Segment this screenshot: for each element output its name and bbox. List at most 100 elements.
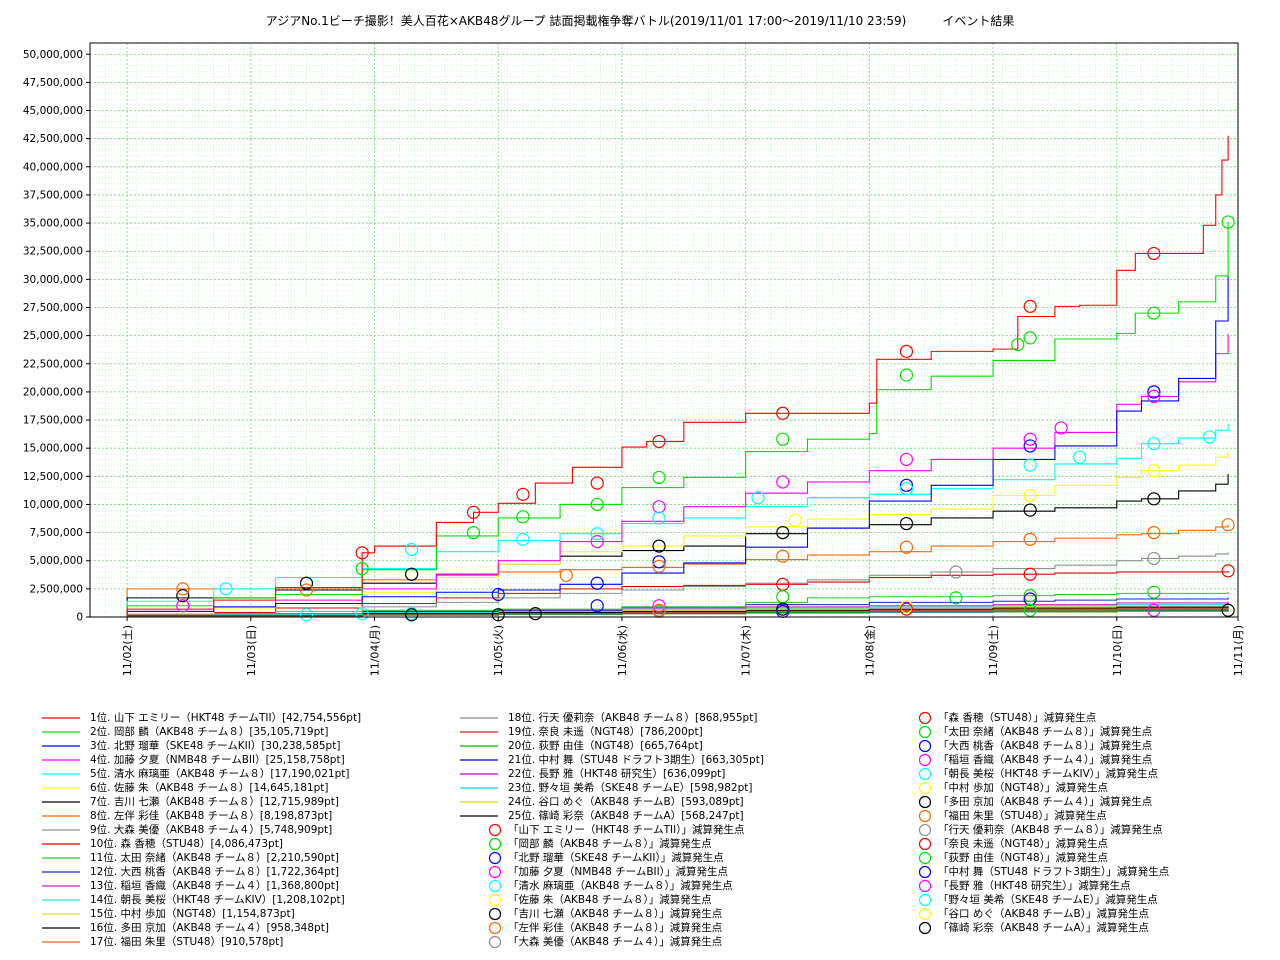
- y-tick-label: 37,500,000: [23, 189, 83, 201]
- legend-line-swatch: [42, 885, 80, 887]
- y-tick-label: 10,000,000: [23, 499, 83, 511]
- legend-label: 「森 香穂（STU48）」減算発生点: [938, 712, 1097, 724]
- reduction-marker: [899, 516, 914, 531]
- legend-label: 1位. 山下 エミリー（HKT48 チームTII）[42,754,556pt]: [90, 712, 362, 724]
- legend-circle: [918, 767, 932, 781]
- reduction-marker: [559, 568, 573, 582]
- legend-label: 「福田 朱里（STU48）」減算発生点: [938, 810, 1107, 822]
- x-tick-label: 11/09(土): [987, 625, 1000, 676]
- legend-circle-swatch: [918, 907, 932, 921]
- legend-circle-swatch: [918, 809, 932, 823]
- reduction-marker: [1147, 492, 1161, 506]
- legend-line-swatch: [460, 759, 498, 761]
- legend-circle: [918, 711, 932, 725]
- x-tick-label: 11/03(日): [245, 625, 258, 676]
- legend-label: 22位. 長野 雅（HKT48 研究生）[636,099pt]: [508, 768, 726, 780]
- y-tick-label: 35,000,000: [23, 218, 83, 230]
- reduction-marker: [1221, 564, 1235, 578]
- legend-circle: [918, 865, 932, 879]
- legend-label: 「中村 歩加（NGT48）」減算発生点: [938, 782, 1108, 794]
- legend-line-swatch: [42, 731, 80, 733]
- reduction-marker: [1147, 603, 1161, 617]
- reduction-marker: [1202, 430, 1217, 444]
- legend-line-swatch: [42, 773, 80, 775]
- legend-circle: [918, 795, 932, 809]
- legend-label: 「朝長 美桜（HKT48 チームKIV）」減算発生点: [938, 768, 1159, 780]
- reduction-marker: [1023, 603, 1037, 617]
- reduction-marker: [1023, 592, 1037, 606]
- legend-label: 4位. 加藤 夕夏（NMB48 チームBII）[25,158,758pt]: [90, 754, 345, 766]
- y-tick-label: 0: [76, 612, 83, 624]
- legend-circle: [918, 739, 932, 753]
- legend-circle: [918, 921, 932, 935]
- legend-circle-swatch: [918, 823, 932, 837]
- legend-circle: [488, 865, 502, 879]
- legend-label: 5位. 清水 麻璃亜（AKB48 チーム８）[17,190,021pt]: [90, 768, 350, 780]
- series-line: [90, 135, 1229, 618]
- reduction-marker: [776, 549, 790, 563]
- legend-label: 23位. 野々垣 美希（SKE48 チームE）[598,982pt]: [508, 782, 753, 794]
- reduction-marker: [1147, 437, 1161, 451]
- reduction-marker: [1147, 385, 1161, 399]
- reduction-marker: [405, 542, 419, 557]
- legend-circle-swatch: [488, 907, 502, 921]
- legend-line-swatch: [460, 801, 498, 803]
- reduction-marker: [899, 478, 914, 492]
- legend-circle: [488, 879, 502, 893]
- reduction-marker: [899, 368, 914, 382]
- reduction-marker: [1023, 331, 1037, 345]
- reduction-marker: [590, 527, 604, 541]
- legend-line-swatch: [42, 759, 80, 761]
- reduction-marker: [776, 432, 790, 446]
- reduction-marker: [590, 476, 604, 490]
- reduction-marker: [899, 452, 914, 467]
- legend-label: 18位. 行天 優莉奈（AKB48 チーム８）[868,955pt]: [508, 712, 758, 724]
- reduction-marker: [776, 525, 790, 540]
- y-tick-label: 42,500,000: [23, 133, 83, 145]
- legend-label: 17位. 福田 朱里（STU48）[910,578pt]: [90, 936, 284, 948]
- reduction-marker: [1147, 389, 1161, 404]
- legend-line-swatch: [42, 941, 80, 943]
- legend-label: 「山下 エミリー（HKT48 チームTII）」減算発生点: [508, 824, 745, 836]
- y-tick-label: 7,500,000: [30, 527, 83, 539]
- legend-label: 8位. 左伴 彩佳（AKB48 チーム８）[8,198,873pt]: [90, 810, 333, 822]
- legend-label: 24位. 谷口 めぐ（AKB48 チームB）[593,089pt]: [508, 796, 744, 808]
- x-tick-label: 11/08(金): [862, 625, 876, 676]
- x-tick-label: 11/10(日): [1111, 625, 1124, 676]
- legend-circle-swatch: [918, 795, 932, 809]
- reduction-marker: [899, 482, 914, 496]
- y-tick-label: 2,500,000: [30, 583, 83, 595]
- legend-label: 9位. 大森 美優（AKB48 チーム４）[5,748,909pt]: [90, 824, 333, 836]
- legend-label: 15位. 中村 歩加（NGT48）[1,154,873pt]: [90, 908, 295, 920]
- series-line: [90, 606, 1229, 618]
- y-tick-label: 17,500,000: [23, 415, 83, 427]
- reduction-marker: [1023, 299, 1037, 313]
- legend-label: 「佐藤 朱（AKB48 チーム８）」減算発生点: [508, 894, 712, 906]
- legend-line-swatch: [42, 913, 80, 915]
- legend-circle: [918, 879, 932, 893]
- reduction-marker: [899, 344, 914, 358]
- reduction-marker: [652, 500, 666, 514]
- reduction-marker: [1023, 458, 1037, 472]
- reduction-marker: [590, 497, 604, 512]
- reduction-marker: [652, 599, 666, 613]
- legend-circle-swatch: [918, 893, 932, 907]
- x-tick-label: 11/06(水): [616, 625, 629, 676]
- legend-circle-swatch: [918, 865, 932, 879]
- legend-circle: [918, 851, 932, 865]
- reduction-marker: [652, 434, 666, 449]
- reduction-marker: [590, 534, 604, 549]
- legend-circle-swatch: [488, 851, 502, 865]
- reduction-marker: [299, 583, 314, 597]
- y-tick-label: 40,000,000: [23, 161, 83, 173]
- legend-line-swatch: [460, 787, 498, 789]
- legend-label: 「中村 舞（STU48 ドラフト3期生）」減算発生点: [938, 866, 1170, 878]
- reduction-marker: [652, 470, 666, 485]
- legend-line-swatch: [460, 731, 498, 733]
- y-tick-label: 15,000,000: [23, 443, 83, 455]
- reduction-marker: [299, 576, 314, 590]
- legend-label: 21位. 中村 舞（STU48 ドラフト3期生）[663,305pt]: [508, 754, 764, 766]
- legend-line-swatch: [42, 927, 80, 929]
- legend-label: 「谷口 めぐ（AKB48 チームB）」減算発生点: [938, 908, 1149, 920]
- legend-label: 「加藤 夕夏（NMB48 チームBII）」減算発生点: [508, 866, 728, 878]
